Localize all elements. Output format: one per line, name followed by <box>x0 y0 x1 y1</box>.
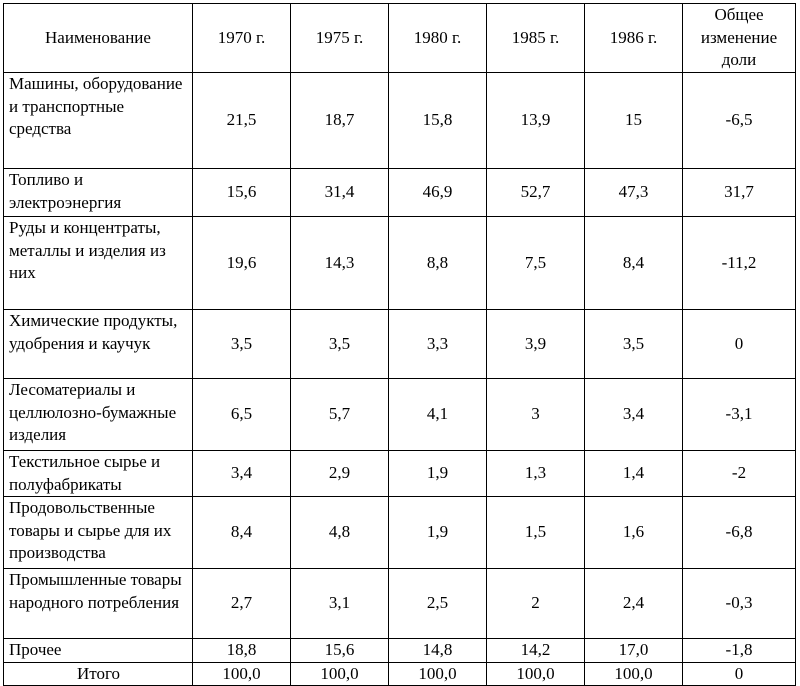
table-row: Химические продукты, удобрения и каучук … <box>3 309 796 379</box>
cell-value: 14,2 <box>486 638 585 663</box>
row-name: Продовольственные товары и сырье для их … <box>3 496 193 569</box>
row-name: Топливо и электроэнергия <box>3 168 193 217</box>
cell-value: 100,0 <box>584 661 683 686</box>
cell-value: 1,4 <box>584 450 683 497</box>
cell-value: 14,3 <box>290 216 389 310</box>
cell-value: -2 <box>682 450 796 497</box>
cell-value: 3,5 <box>290 309 389 379</box>
cell-value: 100,0 <box>290 661 389 686</box>
row-name: Химические продукты, удобрения и каучук <box>3 309 193 379</box>
cell-value: -6,5 <box>682 72 796 169</box>
cell-value: 21,5 <box>192 72 291 169</box>
cell-value: -0,3 <box>682 568 796 639</box>
cell-value: 47,3 <box>584 168 683 217</box>
row-name: Машины, оборудование и транспортные сред… <box>3 72 193 169</box>
cell-value: 15,8 <box>388 72 487 169</box>
header-1975: 1975 г. <box>290 3 389 73</box>
cell-value: 4,8 <box>290 496 389 569</box>
cell-value: -1,8 <box>682 638 796 663</box>
cell-value: 13,9 <box>486 72 585 169</box>
export-structure-table: Наименование 1970 г. 1975 г. 1980 г. 198… <box>3 3 796 686</box>
cell-value: 5,7 <box>290 378 389 451</box>
cell-value: 18,8 <box>192 638 291 663</box>
cell-value: 3,1 <box>290 568 389 639</box>
cell-value: 8,8 <box>388 216 487 310</box>
table-row: Руды и концентраты, металлы и изделия из… <box>3 216 796 310</box>
cell-value: 3,3 <box>388 309 487 379</box>
cell-value: 2,7 <box>192 568 291 639</box>
header-row: Наименование 1970 г. 1975 г. 1980 г. 198… <box>3 3 796 73</box>
cell-value: 3,5 <box>584 309 683 379</box>
cell-value: 2 <box>486 568 585 639</box>
cell-value: 46,9 <box>388 168 487 217</box>
header-1970: 1970 г. <box>192 3 291 73</box>
cell-value: 2,9 <box>290 450 389 497</box>
table-row: Топливо и электроэнергия 15,6 31,4 46,9 … <box>3 168 796 217</box>
cell-value: 18,7 <box>290 72 389 169</box>
cell-value: 15,6 <box>192 168 291 217</box>
header-name: Наименование <box>3 3 193 73</box>
cell-value: 19,6 <box>192 216 291 310</box>
cell-value: 3,4 <box>192 450 291 497</box>
cell-value: 1,9 <box>388 496 487 569</box>
cell-value: -3,1 <box>682 378 796 451</box>
row-name: Прочее <box>3 638 193 663</box>
cell-value: 15,6 <box>290 638 389 663</box>
cell-value: 1,6 <box>584 496 683 569</box>
cell-value: 0 <box>682 309 796 379</box>
cell-value: 3,5 <box>192 309 291 379</box>
table-row: Лесоматериалы и целлюлозно-бумажные изде… <box>3 378 796 451</box>
cell-value: 100,0 <box>388 661 487 686</box>
cell-value: 8,4 <box>192 496 291 569</box>
cell-value: 17,0 <box>584 638 683 663</box>
cell-value: 100,0 <box>486 661 585 686</box>
header-1986: 1986 г. <box>584 3 683 73</box>
cell-value: 4,1 <box>388 378 487 451</box>
row-name: Текстильное сырье и полуфабрикаты <box>3 450 193 497</box>
cell-value: -6,8 <box>682 496 796 569</box>
cell-value: 15 <box>584 72 683 169</box>
row-name: Промышленные товары народного потреблени… <box>3 568 193 639</box>
table-row: Машины, оборудование и транспортные сред… <box>3 72 796 169</box>
cell-value: 0 <box>682 661 796 686</box>
cell-value: 52,7 <box>486 168 585 217</box>
table-row: Промышленные товары народного потреблени… <box>3 568 796 639</box>
cell-value: 1,5 <box>486 496 585 569</box>
cell-value: 3,9 <box>486 309 585 379</box>
cell-value: 8,4 <box>584 216 683 310</box>
cell-value: 3,4 <box>584 378 683 451</box>
row-name: Итого <box>3 661 193 686</box>
cell-value: 6,5 <box>192 378 291 451</box>
cell-value: 2,5 <box>388 568 487 639</box>
table-total-row: Итого 100,0 100,0 100,0 100,0 100,0 0 <box>3 661 796 686</box>
cell-value: 31,7 <box>682 168 796 217</box>
cell-value: 1,3 <box>486 450 585 497</box>
header-total-change: Общее изменение доли <box>682 3 796 73</box>
cell-value: 7,5 <box>486 216 585 310</box>
table-row: Текстильное сырье и полуфабрикаты 3,4 2,… <box>3 450 796 497</box>
cell-value: 1,9 <box>388 450 487 497</box>
header-1985: 1985 г. <box>486 3 585 73</box>
cell-value: 3 <box>486 378 585 451</box>
row-name: Лесоматериалы и целлюлозно-бумажные изде… <box>3 378 193 451</box>
header-1980: 1980 г. <box>388 3 487 73</box>
table-row: Продовольственные товары и сырье для их … <box>3 496 796 569</box>
cell-value: 2,4 <box>584 568 683 639</box>
cell-value: 14,8 <box>388 638 487 663</box>
cell-value: 31,4 <box>290 168 389 217</box>
cell-value: -11,2 <box>682 216 796 310</box>
table-row: Прочее 18,8 15,6 14,8 14,2 17,0 -1,8 <box>3 638 796 663</box>
row-name: Руды и концентраты, металлы и изделия из… <box>3 216 193 310</box>
cell-value: 100,0 <box>192 661 291 686</box>
